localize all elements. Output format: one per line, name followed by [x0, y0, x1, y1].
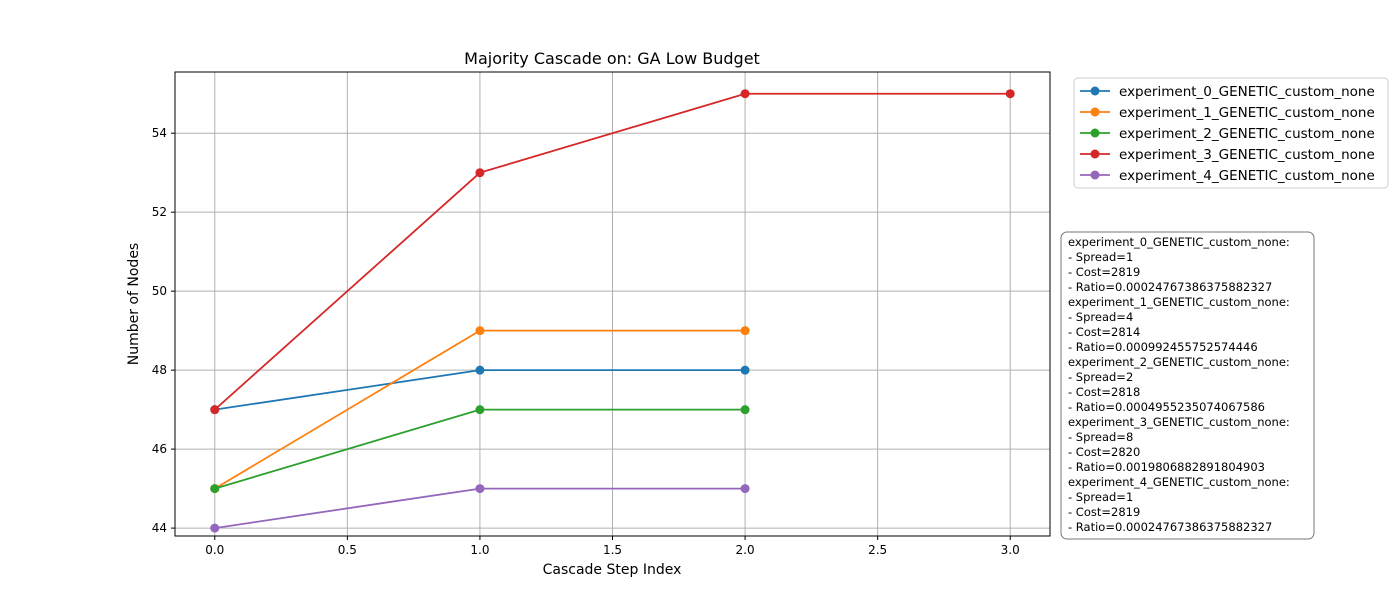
- data-point: [475, 405, 485, 415]
- x-tick-label: 1.0: [470, 543, 489, 557]
- data-point: [475, 484, 485, 494]
- legend-label: experiment_4_GENETIC_custom_none: [1119, 168, 1375, 184]
- annotation-line: - Ratio=0.0004955235074067586: [1068, 400, 1265, 414]
- y-axis: 44 46 48 50 52 54: [152, 126, 175, 535]
- y-tick-label: 48: [152, 363, 167, 377]
- annotation-line: experiment_4_GENETIC_custom_none:: [1068, 475, 1290, 489]
- x-axis: 0.0 0.5 1.0 1.5 2.0 2.5 3.0: [205, 536, 1020, 557]
- legend-label: experiment_2_GENETIC_custom_none: [1119, 126, 1375, 142]
- x-axis-label: Cascade Step Index: [543, 562, 682, 578]
- y-tick-label: 44: [152, 521, 167, 535]
- data-point: [740, 89, 750, 99]
- series-line: [214, 92, 1011, 411]
- annotation-line: - Ratio=0.000992455752574446: [1068, 340, 1258, 354]
- data-point: [740, 405, 750, 415]
- annotation-line: experiment_3_GENETIC_custom_none:: [1068, 415, 1290, 429]
- x-tick-label: 1.5: [603, 543, 622, 557]
- annotation-line: - Cost=2814: [1068, 325, 1140, 339]
- legend: experiment_0_GENETIC_custom_none experime…: [1073, 77, 1389, 189]
- data-point: [475, 365, 485, 375]
- legend-box: [1073, 77, 1389, 189]
- annotation-line: - Cost=2818: [1068, 385, 1140, 399]
- data-point: [210, 405, 220, 415]
- annotation-box: [1060, 231, 1315, 540]
- data-point: [740, 484, 750, 494]
- y-tick-label: 54: [152, 126, 167, 140]
- legend-marker: [1090, 107, 1100, 117]
- x-tick-label: 0.0: [205, 543, 224, 557]
- data-point: [210, 523, 220, 533]
- data-point: [475, 168, 485, 178]
- y-tick-label: 50: [152, 284, 167, 298]
- annotation-line: - Ratio=0.00024767386375882327: [1068, 520, 1272, 534]
- annotation-line: - Cost=2820: [1068, 445, 1140, 459]
- legend-label: experiment_1_GENETIC_custom_none: [1119, 105, 1375, 121]
- x-tick-label: 2.5: [868, 543, 887, 557]
- annotation-line: - Spread=4: [1068, 310, 1133, 324]
- annotation-line: - Spread=8: [1068, 430, 1133, 444]
- legend-marker: [1090, 170, 1100, 180]
- annotation-line: - Cost=2819: [1068, 505, 1140, 519]
- annotation-line: - Spread=1: [1068, 250, 1133, 264]
- x-tick-label: 0.5: [338, 543, 357, 557]
- annotation-line: experiment_0_GENETIC_custom_none:: [1068, 235, 1290, 249]
- y-tick-label: 52: [152, 205, 167, 219]
- y-tick-label: 46: [152, 442, 167, 456]
- annotation: experiment_0_GENETIC_custom_none:- Sprea…: [1060, 231, 1315, 540]
- annotation-line: - Spread=2: [1068, 370, 1133, 384]
- series-layer: [210, 89, 1015, 533]
- data-point: [210, 484, 220, 494]
- legend-marker: [1090, 86, 1100, 96]
- annotation-line: experiment_1_GENETIC_custom_none:: [1068, 295, 1290, 309]
- legend-marker: [1090, 149, 1100, 159]
- annotation-line: - Ratio=0.00024767386375882327: [1068, 280, 1272, 294]
- annotation-line: - Cost=2819: [1068, 265, 1140, 279]
- annotation-line: - Ratio=0.0019806882891804903: [1068, 460, 1265, 474]
- annotation-line: - Spread=1: [1068, 490, 1133, 504]
- data-point: [740, 365, 750, 375]
- annotation-line: experiment_2_GENETIC_custom_none:: [1068, 355, 1290, 369]
- y-axis-label: Number of Nodes: [126, 243, 142, 365]
- legend-label: experiment_0_GENETIC_custom_none: [1119, 84, 1375, 100]
- legend-label: experiment_3_GENETIC_custom_none: [1119, 147, 1375, 163]
- data-point: [1005, 89, 1015, 99]
- data-point: [475, 326, 485, 336]
- x-tick-label: 2.0: [736, 543, 755, 557]
- chart-title: Majority Cascade on: GA Low Budget: [464, 49, 760, 68]
- data-point: [740, 326, 750, 336]
- legend-marker: [1090, 128, 1100, 138]
- x-tick-label: 3.0: [1001, 543, 1020, 557]
